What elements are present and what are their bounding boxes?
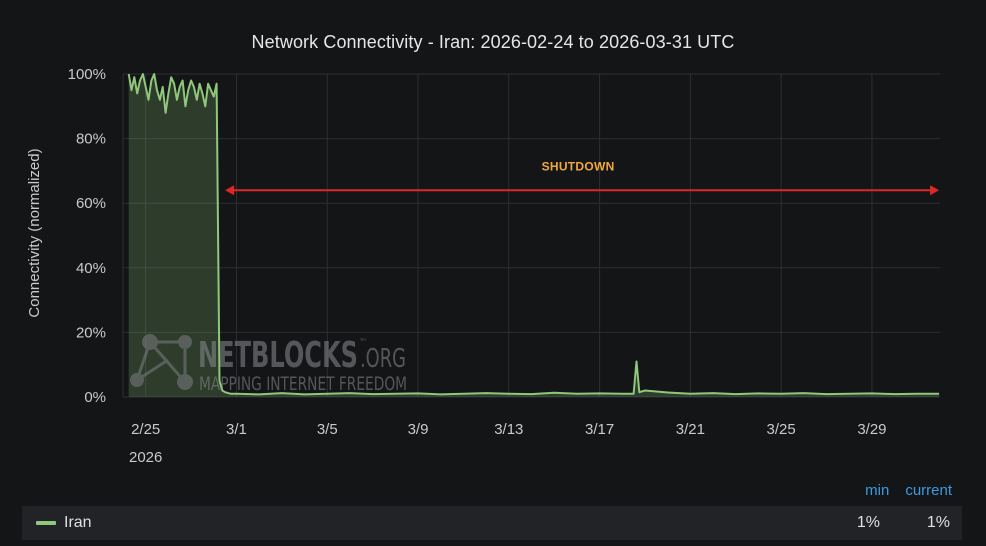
- y-tick-label: 0%: [84, 389, 106, 406]
- arrow-head-right: [930, 185, 940, 196]
- watermark-tagline: MAPPING INTERNET FREEDOM: [199, 373, 407, 395]
- watermark-suffix: .ORG: [360, 344, 406, 374]
- netblocks-watermark: NETBLOCKS ™ .ORG MAPPING INTERNET FREEDO…: [130, 334, 407, 395]
- legend-current-value: 1%: [926, 514, 950, 531]
- y-tick-label: 20%: [76, 324, 106, 341]
- x-tick-label: 3/1: [226, 421, 247, 438]
- legend-values: 1% 1%: [820, 514, 962, 532]
- x-tick-label: 2/25: [131, 421, 160, 438]
- series-line-path: [127, 73, 940, 396]
- chart-title: Network Connectivity - Iran: 2026-02-24 …: [251, 32, 735, 52]
- series-area-fill: [128, 74, 940, 397]
- legend-header: min current: [865, 482, 952, 499]
- x-tick-label: 3/25: [767, 421, 796, 438]
- y-tick-label: 60%: [76, 195, 106, 212]
- y-tick-label: 100%: [68, 66, 106, 83]
- y-tick-label: 40%: [76, 260, 106, 277]
- series-area: [128, 74, 940, 397]
- arrow-head-left: [225, 185, 235, 196]
- x-tick-label: 3/9: [408, 421, 429, 438]
- legend-col-min[interactable]: min: [865, 482, 890, 499]
- legend-swatch: [36, 521, 56, 525]
- annotations: SHUTDOWN: [225, 159, 940, 196]
- legend-series-name[interactable]: Iran: [64, 514, 92, 531]
- legend-col-current[interactable]: current: [905, 482, 952, 499]
- legend-row[interactable]: Iran 1% 1%: [22, 506, 962, 540]
- x-tick-label: 3/13: [494, 421, 523, 438]
- y-axis-label: Connectivity (normalized): [26, 148, 43, 317]
- x-tick-label: 3/17: [585, 421, 614, 438]
- watermark-brand: NETBLOCKS: [198, 335, 358, 376]
- y-tick-label: 80%: [76, 131, 106, 148]
- network-nodes-icon: [130, 334, 193, 390]
- x-tick-label: 3/29: [857, 421, 886, 438]
- x-tick-label: 3/21: [676, 421, 705, 438]
- x-axis: 2/25 2026 3/1 3/5 3/9 3/13 3/17 3/21 3/25 3/29: [129, 421, 887, 466]
- x-tick-label: 3/5: [317, 421, 338, 438]
- shutdown-label: SHUTDOWN: [542, 159, 615, 173]
- x-tick-sublabel: 2026: [129, 449, 162, 466]
- legend-min-value: 1%: [856, 514, 880, 531]
- y-axis: 0% 20% 40% 60% 80% 100%: [68, 66, 106, 406]
- watermark-tm: ™: [359, 338, 367, 348]
- series-line: [127, 73, 940, 396]
- grid: [122, 73, 940, 398]
